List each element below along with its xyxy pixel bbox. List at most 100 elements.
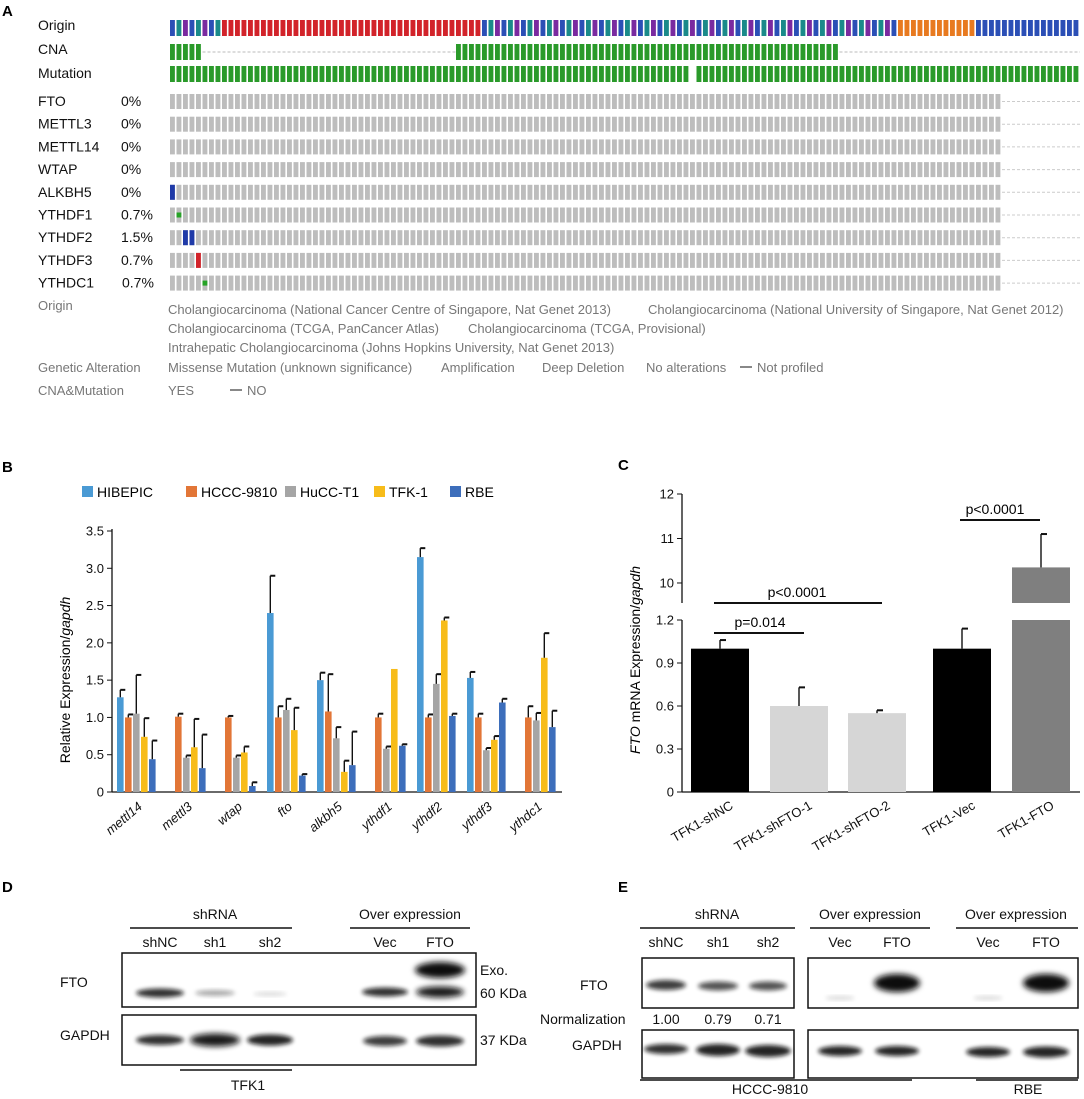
origin-cell xyxy=(1047,20,1053,36)
gene-cell xyxy=(319,139,325,155)
gene-cell xyxy=(332,94,338,109)
gene-cell xyxy=(553,207,559,223)
gene-cell xyxy=(722,139,728,155)
gene-cell xyxy=(995,116,1001,132)
gene-cell xyxy=(488,162,494,178)
panel-letter-b: B xyxy=(2,459,13,476)
origin-cell xyxy=(540,20,546,36)
gene-cell xyxy=(501,139,507,155)
gene-cell xyxy=(540,230,546,246)
gene-cell xyxy=(989,207,994,223)
blot-band xyxy=(825,996,855,1000)
gene-cell xyxy=(228,162,234,178)
gene-cell xyxy=(235,207,240,223)
gene-cell xyxy=(248,252,253,268)
gene-cell xyxy=(560,252,565,268)
legend-cna-label: CNA&Mutation xyxy=(38,383,124,398)
gene-cell xyxy=(495,139,500,155)
gene-cell xyxy=(885,230,890,246)
chart-b-bar xyxy=(399,745,406,792)
gene-cell xyxy=(638,94,643,109)
origin-cell xyxy=(852,20,858,36)
gene-cell xyxy=(768,184,773,200)
gene-cell xyxy=(683,207,689,223)
gene-cell xyxy=(813,139,819,155)
chart-b-bar xyxy=(125,717,132,792)
origin-cell xyxy=(625,20,630,36)
gene-cell xyxy=(215,207,221,223)
gene-cell xyxy=(859,252,864,268)
gene-cell xyxy=(644,139,650,155)
gene-cell xyxy=(527,252,533,268)
gene-cell xyxy=(729,207,734,223)
gene-cell xyxy=(618,139,624,155)
gene-cell xyxy=(202,207,208,223)
gene-cell xyxy=(313,94,318,109)
deep-deletion-cell xyxy=(170,184,175,200)
gene-cell xyxy=(573,139,578,155)
gene-cell xyxy=(293,94,299,109)
gene-cell xyxy=(241,230,247,246)
chart-b-bar xyxy=(467,677,474,792)
gene-cell xyxy=(878,162,884,178)
origin-cell xyxy=(592,20,598,36)
gene-cell xyxy=(852,139,858,155)
mutation-cell xyxy=(651,66,656,82)
gene-cell xyxy=(306,162,312,178)
legend-origin-item: Cholangiocarcinoma (TCGA, Provisional) xyxy=(468,321,706,336)
cna-cell xyxy=(592,44,598,60)
mutation-cell xyxy=(527,66,533,82)
gene-cell xyxy=(904,139,910,155)
gene-cell xyxy=(859,162,864,178)
blot-band xyxy=(1023,1046,1069,1058)
gene-cell xyxy=(215,230,221,246)
gene-cell xyxy=(807,94,812,109)
gene-cell xyxy=(891,94,897,109)
gene-cell xyxy=(774,116,780,132)
mutation-cell xyxy=(592,66,598,82)
gene-cell xyxy=(644,252,650,268)
gene-cell xyxy=(995,162,1001,178)
gene-cell xyxy=(547,184,552,200)
gene-cell xyxy=(508,116,513,132)
cna-cell xyxy=(813,44,819,60)
chart-b-bar xyxy=(325,711,332,792)
gene-cell xyxy=(859,207,864,223)
gene-cell xyxy=(189,252,195,268)
gene-cell xyxy=(807,162,812,178)
gene-cell xyxy=(235,116,240,132)
gene-cell xyxy=(683,94,689,109)
chart-b-bar xyxy=(225,717,232,792)
cna-cell xyxy=(800,44,806,60)
origin-cell xyxy=(358,20,364,36)
gene-cell xyxy=(605,116,611,132)
blot-band xyxy=(362,987,408,997)
gene-cell xyxy=(885,162,890,178)
gene-cell xyxy=(170,252,175,268)
gene-cell xyxy=(930,252,936,268)
gene-cell xyxy=(956,94,962,109)
gene-cell xyxy=(586,162,591,178)
gene-cell xyxy=(456,207,461,223)
gene-cell xyxy=(852,94,858,109)
origin-cell xyxy=(722,20,728,36)
gene-cell xyxy=(417,207,422,223)
missense-cell xyxy=(176,212,182,218)
gene-cell xyxy=(573,116,578,132)
gene-cell xyxy=(482,116,487,132)
gene-cell xyxy=(683,116,689,132)
gene-cell xyxy=(306,184,312,200)
gene-cell xyxy=(761,275,767,291)
origin-cell xyxy=(716,20,721,36)
origin-cell xyxy=(1015,20,1020,36)
gene-cell xyxy=(573,207,578,223)
gene-cell xyxy=(410,207,416,223)
origin-cell xyxy=(781,20,786,36)
gene-cell xyxy=(781,207,786,223)
gene-cell xyxy=(885,94,890,109)
blot-e-lane-label: Vec xyxy=(828,934,851,950)
gene-cell xyxy=(449,230,455,246)
origin-cell xyxy=(1073,20,1079,36)
gene-cell xyxy=(410,184,416,200)
gene-cell xyxy=(488,116,494,132)
